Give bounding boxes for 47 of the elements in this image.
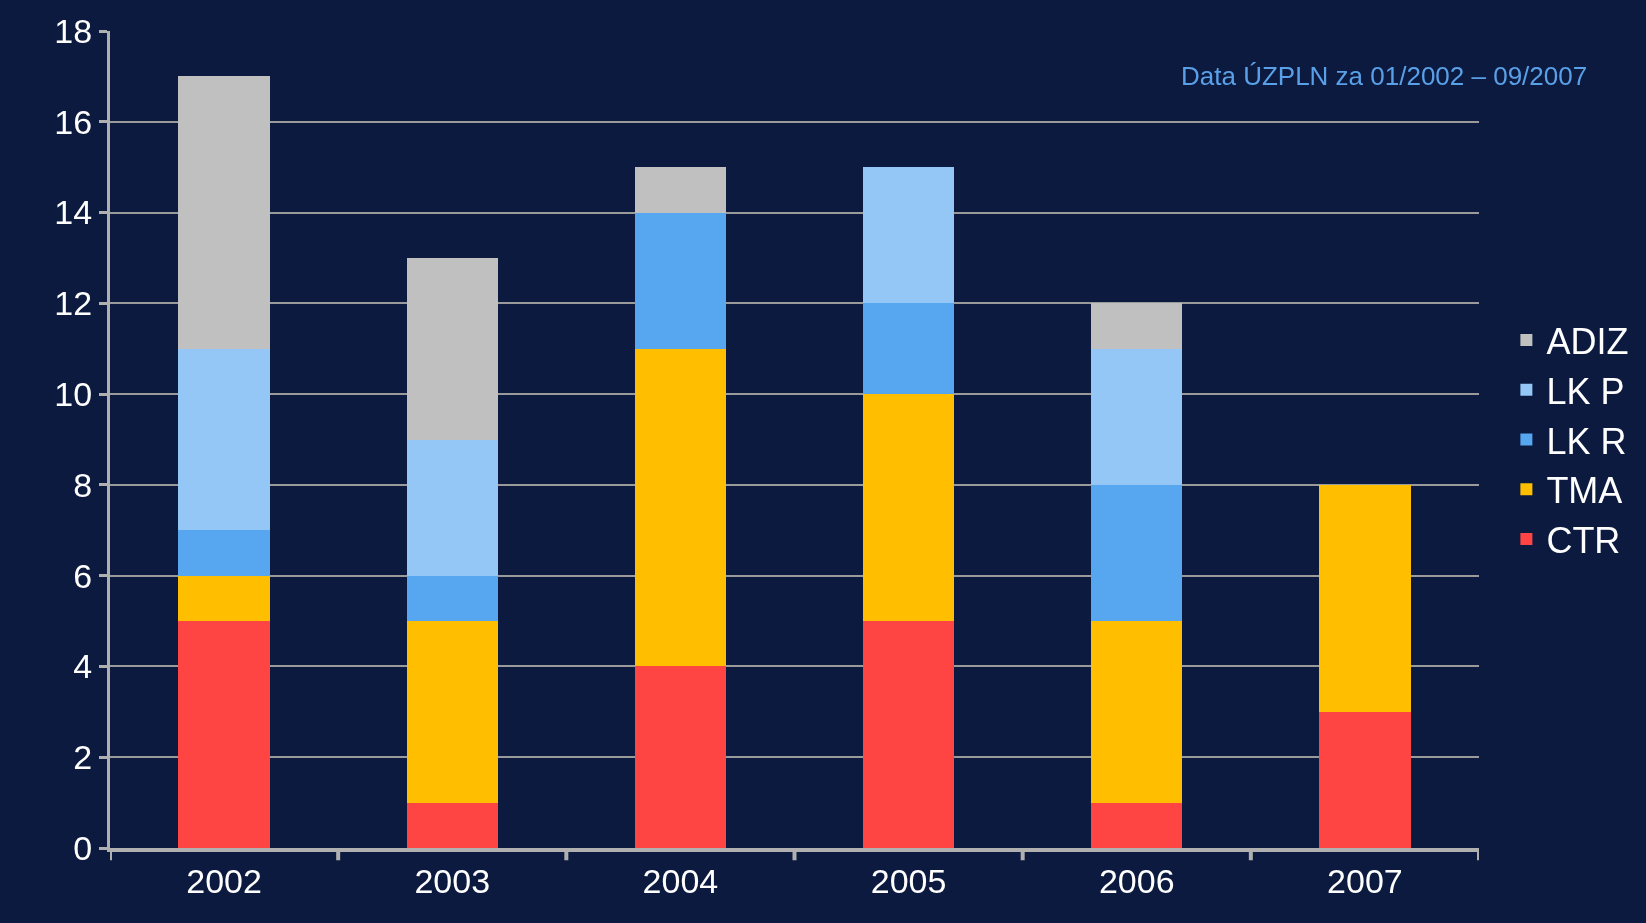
x-tick-label: 2003 [414, 861, 491, 900]
x-tick-label: 2004 [642, 861, 719, 900]
bar [406, 575, 498, 622]
bar [1319, 484, 1411, 712]
bar [1091, 303, 1183, 349]
bar [178, 575, 270, 622]
y-tick-label: 16 [54, 102, 93, 141]
bar [178, 621, 270, 848]
x-tick-label: 2006 [1098, 861, 1175, 900]
y-tick-label: 12 [54, 284, 93, 323]
legend-label: ADIZ [1546, 320, 1629, 362]
bar [406, 802, 498, 848]
bar [1091, 484, 1183, 622]
bar [862, 394, 955, 622]
y-tick-label: 4 [73, 647, 93, 686]
y-tick-label: 2 [73, 738, 93, 777]
y-tick-label: 10 [54, 375, 93, 414]
bar [1091, 348, 1183, 485]
bar [178, 76, 270, 349]
bar [1319, 711, 1411, 848]
bar [178, 530, 270, 576]
bar [634, 212, 727, 349]
bar [862, 303, 955, 395]
y-tick-label: 14 [54, 193, 93, 232]
y-tick-label: 8 [73, 465, 93, 504]
y-tick-label: 6 [73, 556, 93, 595]
bar [862, 167, 955, 304]
y-tick-label: 18 [54, 11, 93, 50]
bar [406, 621, 498, 803]
x-tick-label: 2002 [186, 861, 262, 900]
bar [634, 348, 727, 667]
x-tick-label: 2005 [870, 861, 947, 900]
legend-label: CTR [1546, 520, 1621, 562]
bar [178, 348, 270, 531]
y-tick-label: 0 [73, 828, 93, 867]
bar [406, 257, 498, 440]
annotation: Data ÚZPLN za 01/2002 – 09/2007 [1181, 61, 1588, 91]
legend-label: LK P [1546, 370, 1625, 412]
bar [634, 167, 727, 213]
bar [1091, 802, 1183, 848]
legend-label: TMA [1546, 470, 1623, 512]
bar [862, 621, 955, 848]
bar [634, 666, 727, 848]
legend-label: LK R [1546, 420, 1627, 462]
bar [406, 439, 498, 576]
x-tick-label: 2007 [1327, 861, 1403, 900]
bar [1091, 621, 1183, 803]
